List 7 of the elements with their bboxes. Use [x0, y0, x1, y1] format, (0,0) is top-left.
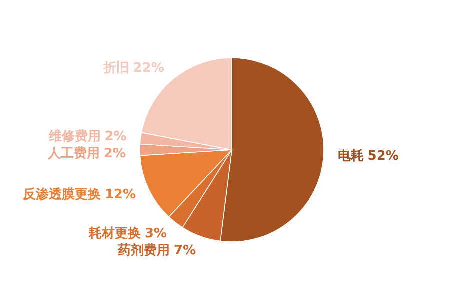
slice-label: 耗材更换: [88, 225, 141, 242]
slice-label: 人工费用: [46, 146, 100, 162]
slice-label: 折旧: [102, 60, 130, 76]
slice-label: 药剂费用: [117, 242, 170, 258]
slice-label: 维修费用: [48, 128, 101, 144]
slice-label: 电耗: [338, 148, 364, 164]
slice-label: 反渗透膜更换: [22, 186, 101, 203]
